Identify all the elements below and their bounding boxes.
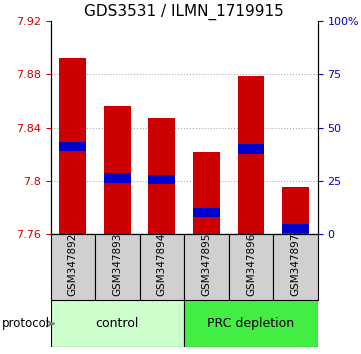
Bar xyxy=(60,58,86,234)
Bar xyxy=(282,187,309,234)
Text: GSM347897: GSM347897 xyxy=(290,232,300,296)
FancyBboxPatch shape xyxy=(184,234,229,301)
Text: protocol: protocol xyxy=(1,317,50,330)
Bar xyxy=(193,152,220,234)
FancyBboxPatch shape xyxy=(273,234,318,301)
FancyBboxPatch shape xyxy=(140,234,184,301)
FancyBboxPatch shape xyxy=(229,234,273,301)
Text: GSM347892: GSM347892 xyxy=(68,232,78,296)
Title: GDS3531 / ILMN_1719915: GDS3531 / ILMN_1719915 xyxy=(84,4,284,20)
Bar xyxy=(104,106,131,234)
FancyBboxPatch shape xyxy=(184,301,318,347)
Bar xyxy=(148,175,175,184)
Bar xyxy=(193,208,220,217)
Text: GSM347896: GSM347896 xyxy=(246,232,256,296)
Text: PRC depletion: PRC depletion xyxy=(207,317,295,330)
Bar xyxy=(238,76,264,234)
Text: control: control xyxy=(96,317,139,330)
FancyBboxPatch shape xyxy=(95,234,140,301)
Bar xyxy=(282,224,309,233)
Bar xyxy=(148,118,175,234)
Text: GSM347895: GSM347895 xyxy=(201,232,212,296)
FancyBboxPatch shape xyxy=(51,234,95,301)
Text: GSM347894: GSM347894 xyxy=(157,232,167,296)
Text: GSM347893: GSM347893 xyxy=(112,232,122,296)
Bar xyxy=(60,142,86,151)
Bar xyxy=(238,144,264,154)
FancyBboxPatch shape xyxy=(51,301,184,347)
Bar xyxy=(104,173,131,183)
